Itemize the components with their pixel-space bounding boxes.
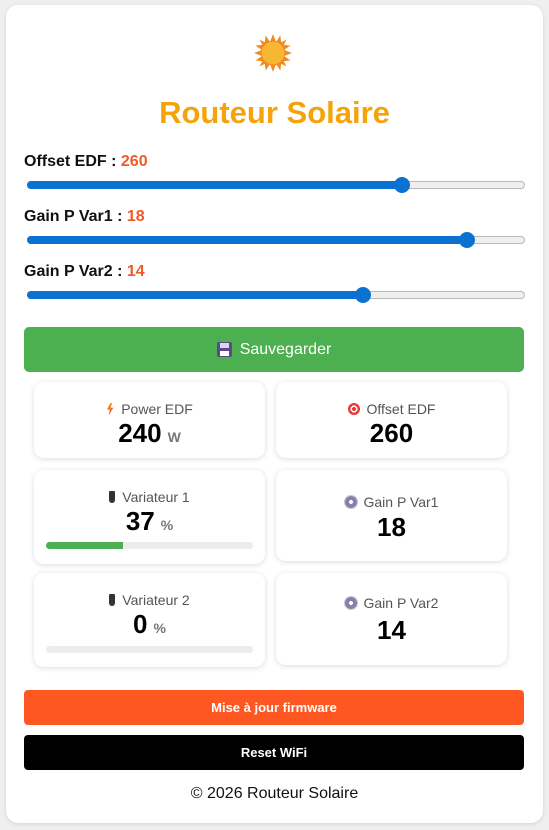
gear-icon [344, 597, 357, 609]
offset-edf-label-text: Offset EDF : [24, 153, 117, 170]
target-icon [347, 403, 360, 415]
variateur1-tile-label: Variateur 1 [34, 489, 265, 505]
reset-wifi-button[interactable]: Reset WiFi [24, 735, 524, 770]
variateur1-tile: Variateur 1 37% [34, 470, 265, 564]
gain-var1-tile-label-text: Gain P Var1 [363, 494, 439, 510]
gain-var2-tile-label: Gain P Var2 [276, 595, 507, 611]
gain-var2-slider-fill [27, 291, 362, 299]
gain-var2-tile-label-text: Gain P Var2 [363, 595, 439, 611]
main-card: Routeur Solaire Offset EDF : 260 Gain P … [6, 5, 543, 823]
variateur2-number: 0 [133, 609, 148, 639]
gain-var2-tile-value: 14 [377, 615, 406, 645]
gain-var1-slider[interactable] [27, 232, 525, 248]
gain-var2-slider-thumb[interactable] [354, 287, 371, 303]
gain-var1-slider-thumb[interactable] [458, 232, 475, 248]
variateur1-progress-bar [46, 542, 253, 549]
plug-icon [109, 594, 116, 606]
gain-var2-value: 14 [126, 263, 145, 280]
sun-icon [254, 34, 292, 72]
offset-edf-tile-value: 260 [369, 418, 414, 448]
gain-var1-slider-fill [27, 236, 466, 244]
gain-var1-label: Gain P Var1 : 18 [24, 207, 527, 227]
offset-edf-slider-fill [27, 181, 402, 189]
gain-var2-label: Gain P Var2 : 14 [24, 262, 527, 282]
lightning-icon [107, 402, 114, 416]
variateur2-value: 0% [34, 609, 265, 640]
variateur2-label-text: Variateur 2 [122, 592, 190, 608]
offset-edf-slider-thumb[interactable] [394, 177, 411, 193]
gain-var2-slider[interactable] [27, 287, 525, 303]
footer-copyright: © 2026 Routeur Solaire [190, 785, 359, 802]
variateur1-unit: % [160, 517, 174, 533]
variateur1-progress-fill [46, 542, 123, 549]
offset-edf-tile: Offset EDF 260 [276, 382, 507, 458]
offset-edf-value: 260 [120, 153, 148, 170]
gear-icon [344, 496, 357, 508]
page-title: Routeur Solaire [159, 95, 390, 130]
plug-icon [109, 491, 116, 503]
offset-edf-label: Offset EDF : 260 [24, 152, 527, 172]
variateur1-value: 37% [34, 506, 265, 537]
floppy-disk-icon [216, 342, 232, 357]
gain-var2-slider-group: Gain P Var2 : 14 [24, 262, 527, 303]
gain-var1-tile: Gain P Var1 18 [276, 470, 507, 561]
gain-var1-value: 18 [126, 208, 145, 225]
gain-var2-label-text: Gain P Var2 : [24, 263, 123, 280]
gain-var1-tile-value: 18 [377, 512, 406, 542]
gain-var2-tile: Gain P Var2 14 [276, 573, 507, 665]
variateur2-unit: % [153, 620, 166, 636]
power-edf-unit: W [167, 429, 181, 445]
power-edf-label-text: Power EDF [121, 401, 193, 417]
save-button-label: Sauvegarder [239, 340, 332, 358]
variateur2-tile-label: Variateur 2 [34, 592, 265, 608]
gain-var1-tile-label: Gain P Var1 [276, 494, 507, 510]
power-edf-tile: Power EDF 240 W [34, 382, 265, 458]
offset-edf-slider-group: Offset EDF : 260 [24, 152, 527, 193]
offset-edf-slider[interactable] [27, 177, 525, 193]
offset-edf-tile-label: Offset EDF [276, 401, 507, 417]
variateur1-label-text: Variateur 1 [122, 489, 190, 505]
variateur2-progress-bar [46, 646, 253, 653]
gain-var1-label-text: Gain P Var1 : [24, 208, 123, 225]
offset-edf-tile-label-text: Offset EDF [366, 401, 436, 417]
power-edf-number: 240 [118, 418, 162, 448]
variateur1-number: 37 [125, 506, 155, 536]
firmware-update-button[interactable]: Mise à jour firmware [24, 690, 524, 725]
variateur2-tile: Variateur 2 0% [34, 573, 265, 667]
gain-var1-slider-group: Gain P Var1 : 18 [24, 207, 527, 248]
save-button[interactable]: Sauvegarder [24, 327, 524, 372]
power-edf-value: 240 W [34, 418, 265, 449]
power-edf-tile-label: Power EDF [34, 401, 265, 417]
